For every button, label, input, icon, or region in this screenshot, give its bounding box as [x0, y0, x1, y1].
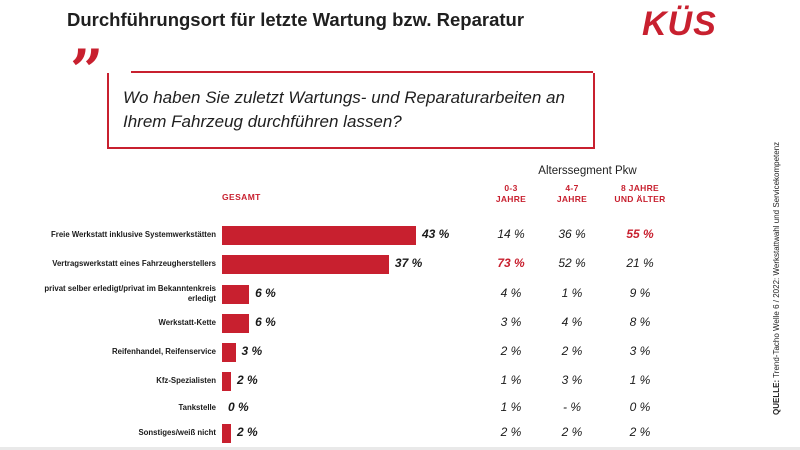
- segment-value: 1 %: [561, 286, 583, 300]
- segment-value: 55 %: [626, 227, 654, 241]
- segment-title: Alterssegment Pkw: [538, 165, 637, 177]
- bar: [222, 313, 250, 333]
- bar-value-label: 3 %: [241, 344, 263, 358]
- segment-value: 14 %: [497, 227, 525, 241]
- bar-value-label: 6 %: [255, 286, 276, 300]
- column-header-0-3: 0-3 JAHRE: [495, 183, 527, 204]
- bar-value-label: 37 %: [394, 256, 423, 270]
- category-label: Freie Werkstatt inklusive Systemwerkstät…: [51, 230, 216, 239]
- segment-value: 3 %: [629, 344, 651, 358]
- segment-value: 2 %: [561, 425, 583, 439]
- segment-value: 73 %: [497, 256, 525, 270]
- question-box: Wo haben Sie zuletzt Wartungs- und Repar…: [107, 71, 595, 149]
- segment-value: 21 %: [626, 256, 654, 270]
- segment-value: 0 %: [629, 400, 651, 414]
- bar-value-label: 2 %: [237, 373, 258, 387]
- question-box-top-border: [131, 71, 593, 73]
- segment-value: 3 %: [561, 373, 583, 387]
- segment-value: 2 %: [500, 344, 522, 358]
- column-header-4-7: 4-7 JAHRE: [556, 183, 588, 204]
- segment-value: 36 %: [558, 227, 586, 241]
- segment-value: 3 %: [500, 315, 522, 329]
- kues-logo: KÜS: [642, 5, 717, 41]
- segment-value: 4 %: [500, 286, 522, 300]
- category-label: Sonstiges/weiß nicht: [138, 428, 216, 437]
- bar-value-label: 2 %: [237, 425, 258, 439]
- category-label: Kfz-Spezialisten: [156, 376, 216, 385]
- category-label: Tankstelle: [178, 403, 216, 412]
- bottom-rule: [0, 447, 800, 450]
- segment-value: 4 %: [561, 315, 583, 329]
- category-label: Reifenhandel, Reifenservice: [112, 347, 216, 356]
- question-text: Wo haben Sie zuletzt Wartungs- und Repar…: [123, 88, 565, 131]
- segment-value: - %: [563, 400, 581, 414]
- segment-value: 2 %: [629, 425, 651, 439]
- segment-value: 2 %: [561, 344, 583, 358]
- bar: [222, 284, 250, 304]
- segment-value: 1 %: [500, 373, 522, 387]
- bar-value-label: 0 %: [228, 400, 249, 414]
- segment-value: 8 %: [629, 315, 651, 329]
- quote-icon: ”: [70, 37, 104, 105]
- segment-value: 9 %: [629, 286, 651, 300]
- bar: [222, 225, 416, 245]
- logo-text: KÜS: [642, 5, 717, 41]
- column-header-8-plus: 8 JAHRE UND ÄLTER: [614, 183, 666, 204]
- bar: [222, 342, 236, 362]
- bar-value-label: 6 %: [255, 315, 276, 329]
- segment-value: 52 %: [558, 256, 586, 270]
- source-text: Trend-Tacho Welle 6 / 2022: Werkstattwah…: [772, 141, 781, 378]
- category-label: Vertragswerkstatt eines Fahrzeugherstell…: [52, 259, 216, 268]
- source-label: QUELLE:: [772, 379, 781, 415]
- segment-value: 2 %: [500, 425, 522, 439]
- bar: [222, 254, 389, 274]
- category-label: Werkstatt-Kette: [158, 318, 216, 327]
- gesamt-label: GESAMT: [222, 192, 261, 202]
- page-title: Durchführungsort für letzte Wartung bzw.…: [67, 9, 525, 30]
- bar: [222, 371, 232, 391]
- category-label: privat selber erledigt/privat im Bekannt…: [44, 284, 216, 303]
- segment-value: 1 %: [629, 373, 651, 387]
- source-note: QUELLE: Trend-Tacho Welle 6 / 2022: Werk…: [772, 142, 781, 415]
- segment-value: 1 %: [500, 400, 522, 414]
- bar-value-label: 43 %: [422, 227, 450, 241]
- bar: [222, 423, 232, 443]
